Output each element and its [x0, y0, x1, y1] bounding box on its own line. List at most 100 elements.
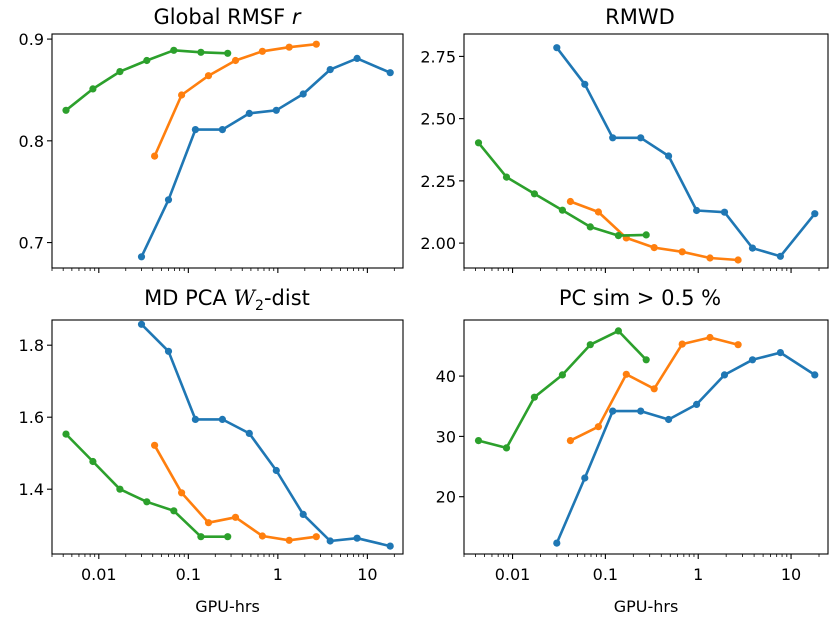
data-point-blue: [191, 415, 199, 423]
data-point-blue: [665, 152, 673, 160]
data-point-green: [170, 46, 178, 54]
panel-global-rmsf: Global RMSF r 0.7 0.8 0.9: [19, 5, 404, 273]
x-tick-label: 0.01: [495, 565, 531, 584]
data-point-blue: [553, 539, 561, 547]
y-tick-label: 0.9: [19, 30, 44, 49]
data-point-blue: [776, 349, 785, 357]
x-tick-label: 10: [357, 565, 377, 584]
data-point-blue: [811, 371, 819, 379]
data-point-green: [502, 444, 511, 452]
series-line-green: [65, 433, 228, 539]
x-tick-label: 10: [781, 565, 801, 584]
data-point-orange: [258, 47, 266, 55]
data-point-blue: [299, 510, 307, 518]
data-point-blue: [137, 320, 146, 328]
data-point-blue: [218, 415, 226, 423]
data-point-blue: [326, 66, 334, 74]
data-point-green: [89, 457, 97, 466]
data-point-green: [116, 68, 124, 76]
data-point-green: [642, 231, 650, 239]
data-point-blue: [720, 371, 729, 379]
data-point-green: [558, 371, 567, 379]
data-point-blue: [299, 90, 307, 98]
series-line-blue: [140, 323, 391, 548]
data-point-green: [143, 498, 151, 506]
series-line-blue: [555, 351, 816, 544]
data-point-blue: [637, 134, 645, 142]
data-point-green: [224, 533, 232, 541]
data-point-orange: [231, 513, 240, 521]
data-point-green: [502, 173, 511, 181]
data-point-green: [530, 393, 539, 401]
data-point-orange: [678, 248, 686, 256]
y-tick-label: 2.00: [420, 234, 456, 253]
data-point-blue: [218, 126, 226, 134]
data-point-green: [586, 341, 594, 349]
axes-frame: [463, 33, 829, 269]
y-tick-label: 0.8: [19, 132, 44, 151]
data-point-orange: [285, 43, 293, 51]
y-tick-label: 20: [436, 488, 456, 507]
axes-frame: [463, 319, 829, 555]
data-point-green: [197, 48, 205, 56]
x-tick-label: 1: [273, 565, 283, 584]
data-point-blue: [245, 429, 253, 437]
data-point-green: [530, 190, 539, 198]
x-axis-label: GPU-hrs: [614, 597, 679, 616]
data-point-green: [197, 533, 205, 541]
panel-title: PC sim > 0.5 %: [559, 286, 721, 310]
data-point-blue: [693, 400, 701, 408]
data-point-orange: [734, 256, 742, 264]
data-point-green: [614, 232, 623, 240]
data-point-orange: [151, 441, 159, 449]
series-line-green: [478, 329, 648, 450]
data-point-blue: [748, 244, 757, 252]
data-point-orange: [258, 532, 266, 540]
data-point-green: [62, 430, 70, 438]
data-point-orange: [594, 423, 603, 431]
y-tick-label: 2.25: [420, 172, 456, 191]
data-point-blue: [353, 534, 361, 542]
axes-frame: [51, 319, 404, 555]
data-point-green: [116, 485, 124, 493]
y-tick-label: 30: [436, 427, 456, 446]
data-point-green: [558, 206, 567, 214]
y-tick-label: 40: [436, 367, 456, 386]
data-point-orange: [204, 519, 213, 527]
x-tick-label: 0.1: [176, 565, 201, 584]
data-point-orange: [285, 536, 293, 544]
data-point-orange: [706, 333, 714, 342]
data-point-orange: [178, 91, 186, 99]
data-point-blue: [720, 208, 729, 216]
series-line-blue: [140, 57, 391, 258]
data-point-blue: [191, 126, 199, 134]
data-point-blue: [353, 54, 361, 63]
data-point-orange: [650, 385, 658, 393]
x-axis-label: GPU-hrs: [195, 597, 260, 616]
data-point-blue: [386, 542, 394, 550]
data-point-green: [474, 437, 483, 445]
data-point-blue: [272, 466, 280, 475]
data-point-blue: [164, 196, 173, 204]
data-point-orange: [231, 56, 240, 65]
data-point-blue: [164, 347, 173, 355]
data-point-blue: [693, 206, 701, 215]
data-point-orange: [678, 340, 686, 348]
y-tick-label: 1.4: [19, 480, 44, 499]
data-point-blue: [609, 134, 617, 142]
data-point-blue: [581, 474, 589, 482]
y-tick-label: 0.7: [19, 234, 44, 253]
data-point-blue: [748, 356, 757, 364]
data-point-orange: [204, 72, 213, 80]
y-tick-label: 1.8: [19, 336, 44, 355]
data-point-blue: [245, 109, 253, 117]
data-point-blue: [386, 69, 394, 77]
panel-pc-sim: PC sim > 0.5 % 20 30 40 0.01 0.1 1 10 GPU-hrs: [436, 286, 829, 616]
panel-title: Global RMSF r: [153, 5, 301, 29]
data-point-green: [642, 356, 650, 364]
data-point-green: [614, 327, 623, 335]
y-tick-label: 2.75: [420, 47, 456, 66]
data-point-blue: [609, 407, 617, 415]
data-point-green: [89, 85, 97, 93]
data-point-green: [170, 507, 178, 515]
